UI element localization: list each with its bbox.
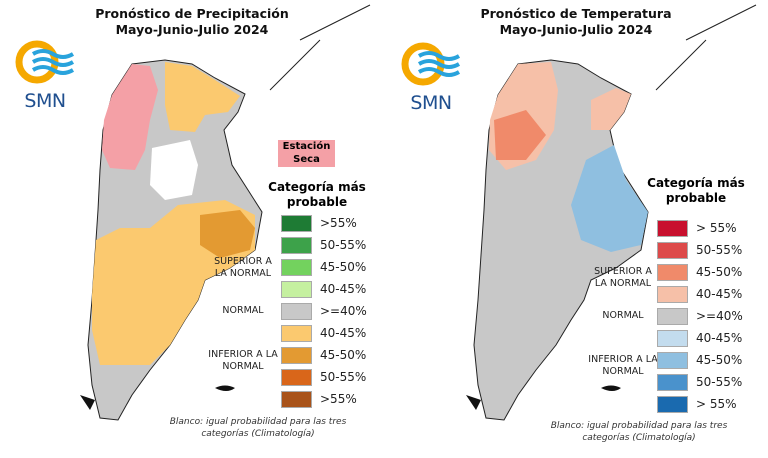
legend-swatch <box>281 368 312 386</box>
legend-title: Categoría más probable <box>647 176 745 205</box>
legend-swatch <box>281 280 312 298</box>
category-inferior: INFERIOR A LA NORMAL <box>588 354 658 377</box>
precipitation-panel: Pronóstico de Precipitación Mayo-Junio-J… <box>0 4 384 439</box>
legend-swatch <box>281 302 312 320</box>
legend-item: 40-45% <box>281 280 366 298</box>
legend-swatch <box>281 236 312 254</box>
legend-item: >=40% <box>281 302 367 320</box>
smn-logo-icon <box>15 40 75 84</box>
legend-item: >55% <box>281 390 357 408</box>
temperature-map <box>466 4 757 421</box>
legend-swatch <box>657 219 688 237</box>
legend-item: > 55% <box>657 219 737 237</box>
legend-swatch <box>281 214 312 232</box>
above-normal-ne <box>591 88 631 130</box>
legend-item: > 55% <box>657 395 737 413</box>
legend-item: 45-50% <box>657 263 742 281</box>
legend-item: >55% <box>281 214 357 232</box>
legend-label: 50-55% <box>696 375 743 389</box>
legend-swatch <box>281 346 312 364</box>
legend-swatch <box>281 390 312 408</box>
legend-label: 40-45% <box>696 331 743 345</box>
legend-swatch <box>657 373 688 391</box>
legend-label: 50-55% <box>320 238 367 252</box>
above-normal-nw-45-50 <box>494 110 546 160</box>
smn-logo: SMN <box>15 40 75 115</box>
smn-logo: SMN <box>401 42 461 117</box>
legend-swatch <box>657 351 688 369</box>
climatology-white <box>150 140 198 200</box>
legend-swatch <box>657 395 688 413</box>
legend-label: >=40% <box>320 304 367 318</box>
legend-label: 45-50% <box>696 353 743 367</box>
category-inferior: INFERIOR A LA NORMAL <box>208 349 278 372</box>
below-normal-ne <box>165 62 240 132</box>
title-line-2: Mayo-Junio-Julio 2024 <box>115 22 269 37</box>
legend-label: > 55% <box>696 221 737 235</box>
category-superior: SUPERIOR A LA NORMAL <box>214 256 272 279</box>
legend-swatch <box>657 241 688 259</box>
title-line-1: Pronóstico de Precipitación <box>95 6 289 21</box>
dry-season-region <box>102 64 158 170</box>
temperature-panel: Pronóstico de Temperatura Mayo-Junio-Jul… <box>384 0 768 458</box>
dry-season-text: Estación Seca <box>282 141 331 165</box>
legend-swatch <box>657 263 688 281</box>
temperature-title: Pronóstico de Temperatura Mayo-Junio-Jul… <box>384 6 768 38</box>
legend-label: > 55% <box>696 397 737 411</box>
legend-label: >55% <box>320 216 357 230</box>
below-normal-buenos-aires <box>571 145 648 252</box>
legend-item: 50-55% <box>281 368 366 386</box>
legend-title: Categoría más probable <box>268 180 366 209</box>
legend-label: 45-50% <box>320 260 367 274</box>
logo-text: SMN <box>410 92 452 114</box>
footnote: Blanco: igual probabilidad para las tres… <box>169 417 347 439</box>
precipitation-title: Pronóstico de Precipitación Mayo-Junio-J… <box>0 6 384 38</box>
legend-item: 50-55% <box>657 241 742 259</box>
legend-label: >55% <box>320 392 357 406</box>
category-normal: NORMAL <box>602 310 644 321</box>
legend-item: 40-45% <box>657 285 742 303</box>
legend-label: 50-55% <box>320 370 367 384</box>
legend-label: 45-50% <box>696 265 743 279</box>
logo-text: SMN <box>24 90 66 112</box>
legend-swatch <box>657 307 688 325</box>
smn-logo-icon <box>401 42 461 86</box>
legend-swatch <box>281 258 312 276</box>
precipitation-map <box>80 4 371 421</box>
title-line-1: Pronóstico de Temperatura <box>480 6 672 21</box>
footnote: Blanco: igual probabilidad para las tres… <box>550 421 728 443</box>
below-normal-45-50 <box>200 210 255 258</box>
category-normal: NORMAL <box>222 305 264 316</box>
legend-item: 45-50% <box>657 351 742 369</box>
legend-label: 45-50% <box>320 348 367 362</box>
legend-swatch <box>657 285 688 303</box>
category-superior: SUPERIOR A LA NORMAL <box>594 266 652 289</box>
legend-label: 50-55% <box>696 243 743 257</box>
legend-item: >=40% <box>657 307 743 325</box>
legend-swatch <box>657 329 688 347</box>
dry-season-label: Estación Seca <box>278 140 335 167</box>
legend-item: 50-55% <box>657 373 742 391</box>
legend-item: 45-50% <box>281 346 366 364</box>
title-line-2: Mayo-Junio-Julio 2024 <box>499 22 653 37</box>
legend-item: 50-55% <box>281 236 366 254</box>
legend-label: 40-45% <box>320 282 367 296</box>
legend-item: 40-45% <box>657 329 742 347</box>
legend-item: 40-45% <box>281 324 366 342</box>
legend-label: >=40% <box>696 309 743 323</box>
legend-item: 45-50% <box>281 258 366 276</box>
legend-label: 40-45% <box>696 287 743 301</box>
legend-label: 40-45% <box>320 326 367 340</box>
legend-swatch <box>281 324 312 342</box>
